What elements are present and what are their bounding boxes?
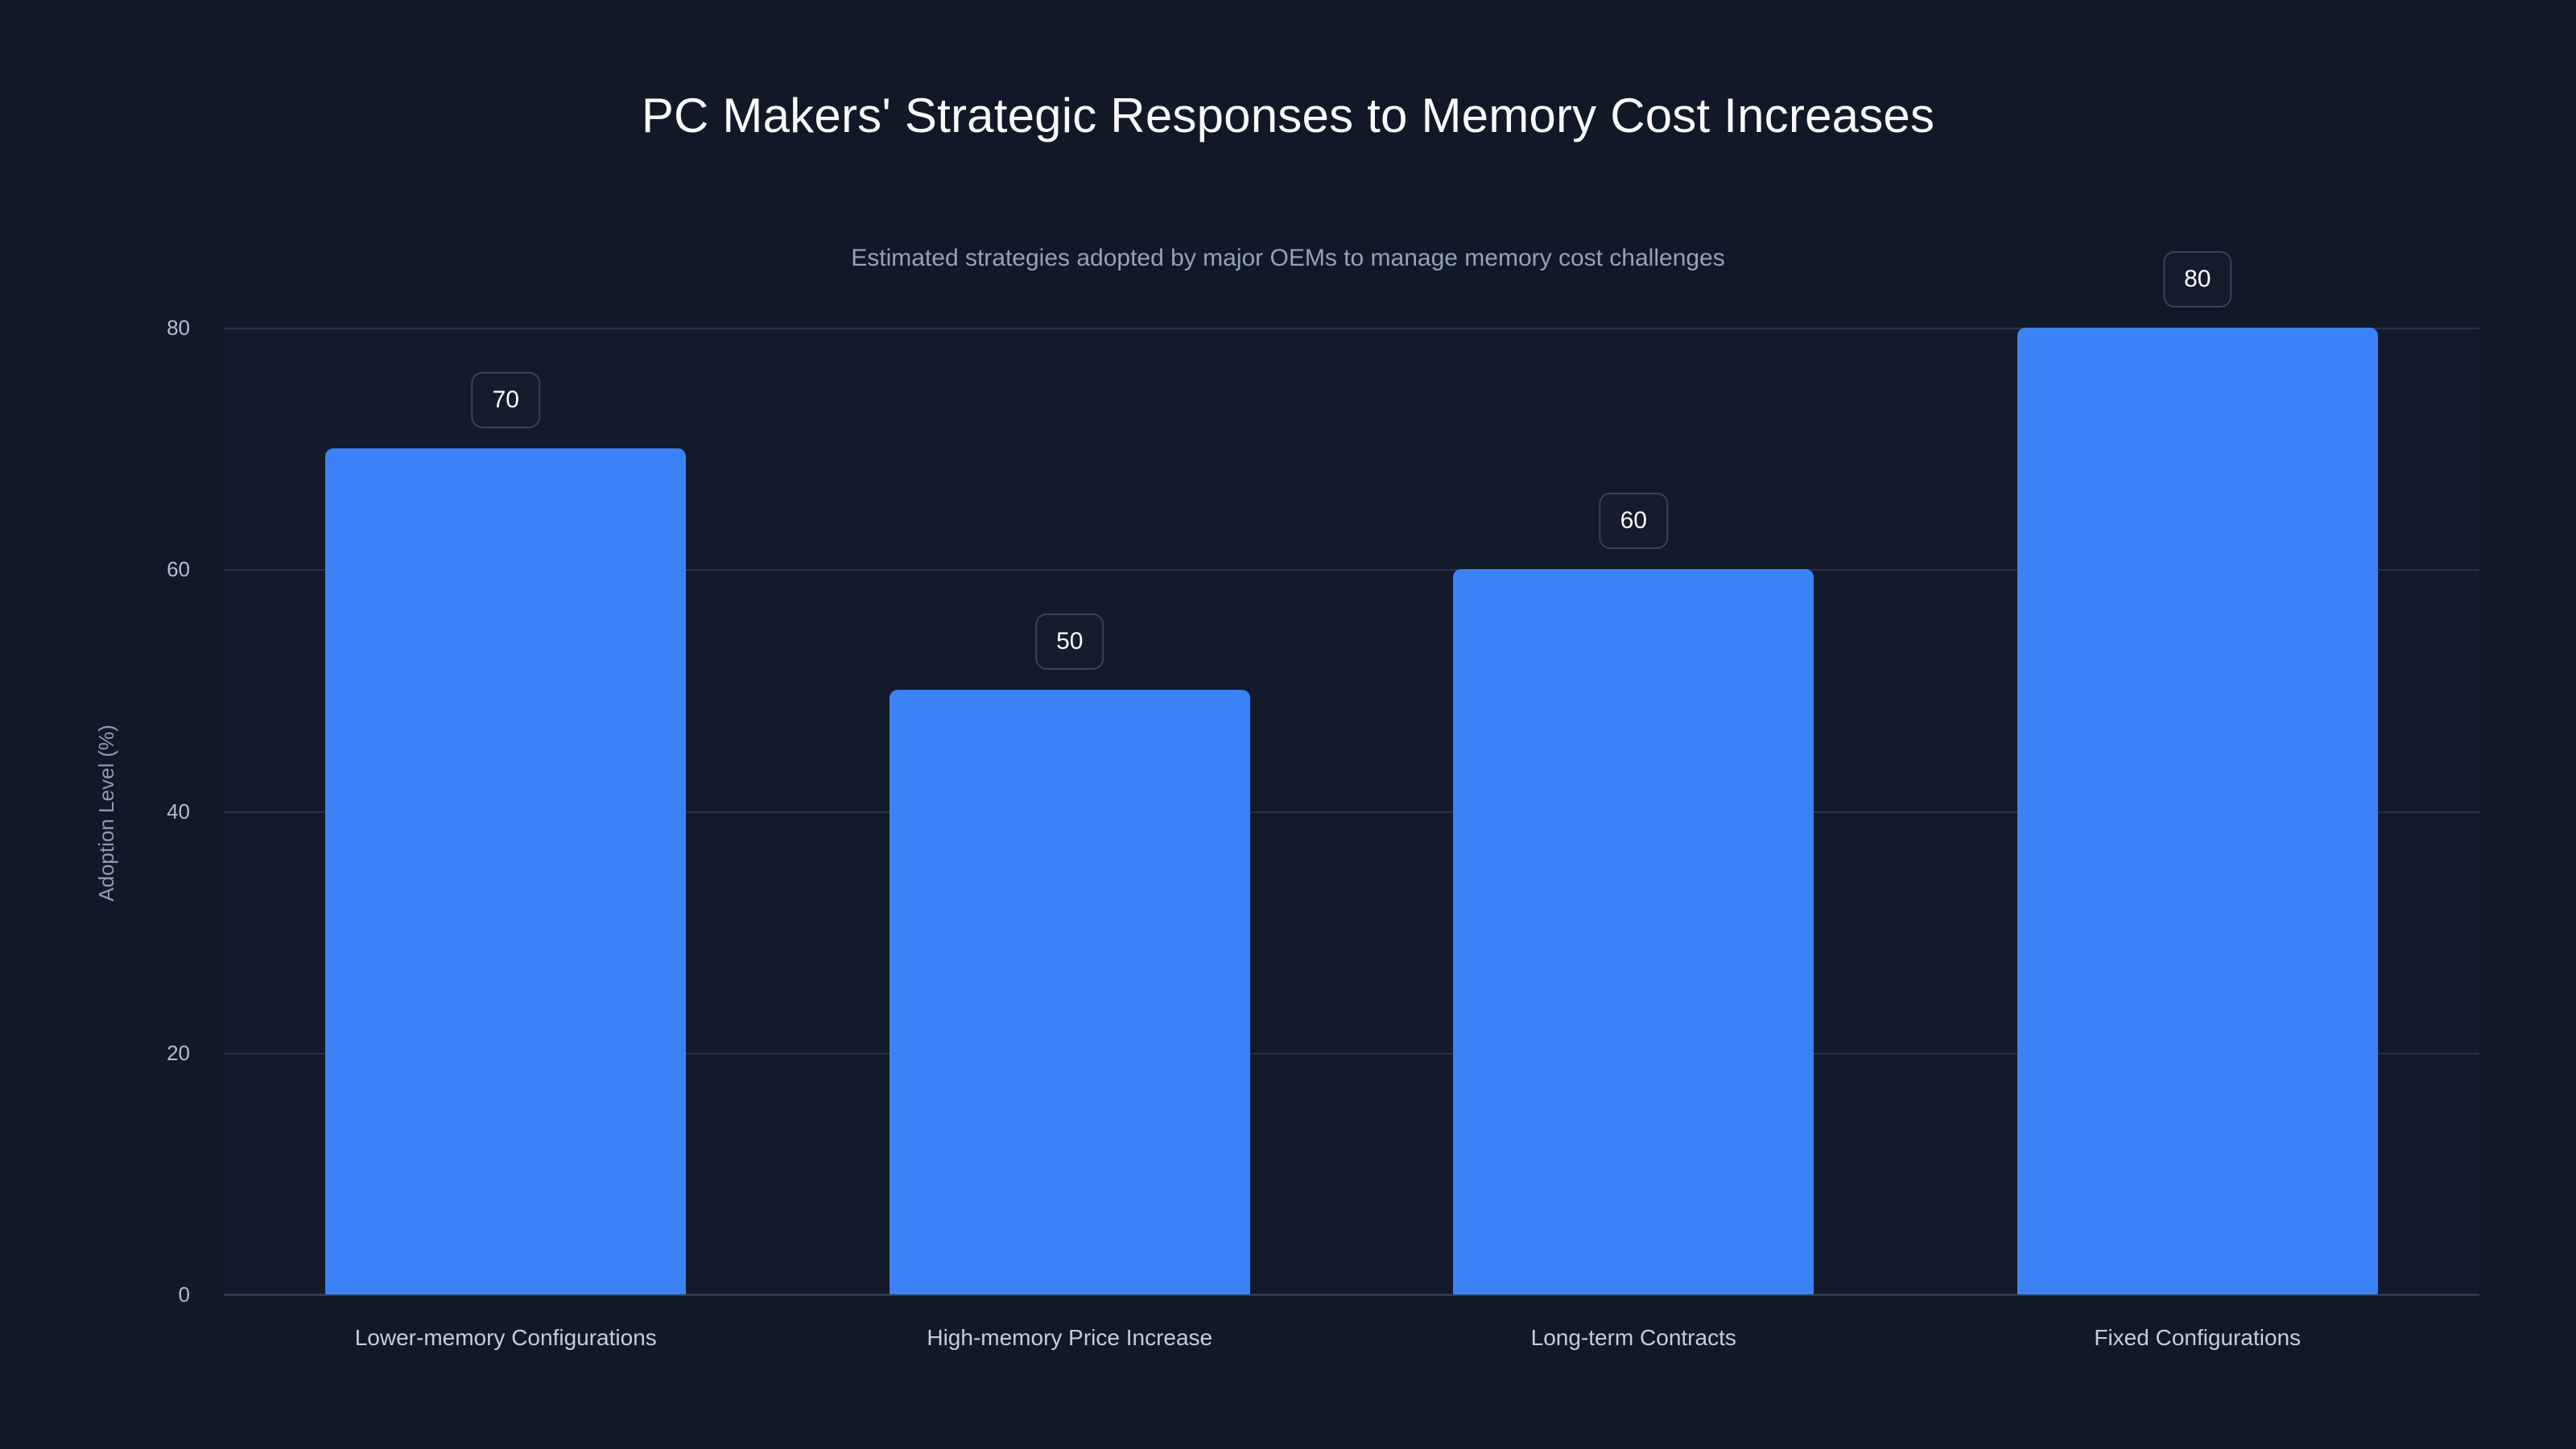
gridline [224,1052,2479,1055]
gridline [224,569,2479,572]
x-axis-tick-label: Long-term Contracts [1530,1325,1736,1350]
bar-value-label: 50 [1035,613,1104,671]
gridline [224,811,2479,813]
x-axis-tick-label: Lower-memory Configurations [354,1325,657,1350]
bar-value-label: 70 [471,372,540,429]
y-axis-tick-label: 40 [167,799,190,824]
bar-value-label: 80 [2163,251,2232,308]
bar-value-label: 60 [1599,493,1668,550]
chart-title: PC Makers' Strategic Responses to Memory… [641,89,1935,142]
y-axis-tick-label: 60 [167,557,190,582]
x-axis-tick-label: Fixed Configurations [2094,1325,2301,1350]
y-axis-tick-label: 80 [167,316,190,340]
plot-area [224,328,2479,1296]
bar[interactable] [325,448,687,1294]
x-axis-tick-label: High-memory Price Increase [927,1325,1213,1350]
gridline [224,328,2479,329]
y-axis-tick-label: 20 [167,1040,190,1065]
chart-subtitle: Estimated strategies adopted by major OE… [851,245,1725,271]
bar[interactable] [1453,569,1814,1294]
x-axis-baseline [224,1294,2479,1296]
y-axis-tick-label: 0 [178,1282,190,1307]
bar[interactable] [889,690,1250,1294]
bar[interactable] [2017,328,2378,1294]
